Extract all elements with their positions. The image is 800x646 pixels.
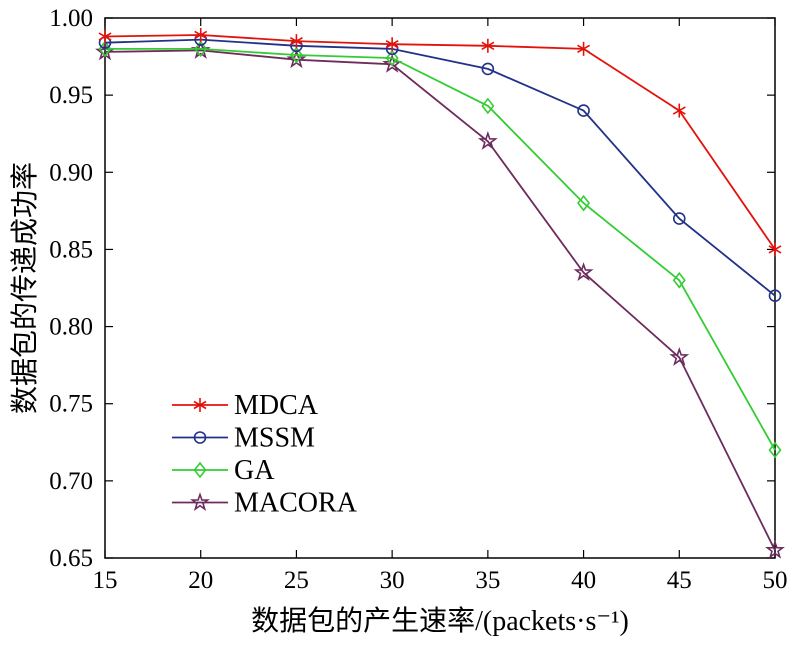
y-tick-label: 0.70 (49, 468, 93, 495)
y-tick-label: 0.85 (49, 236, 93, 263)
y-tick-label: 0.65 (49, 545, 93, 572)
legend-item-macora: MACORA (172, 488, 358, 519)
legend-item-mdca: MDCA (172, 390, 319, 421)
x-tick-label: 25 (284, 567, 309, 594)
axis-ticks (104, 17, 776, 559)
x-tick-label: 20 (188, 567, 213, 594)
y-axis-label: 数据包的传递成功率 (9, 162, 41, 414)
y-tick-label: 0.95 (49, 82, 93, 109)
x-tick-label: 30 (380, 567, 405, 594)
legend-item-mssm: MSSM (172, 423, 315, 454)
x-tick-label: 15 (93, 567, 118, 594)
series-macora (95, 39, 785, 559)
plot-frame (104, 17, 776, 559)
y-tick-label: 0.80 (49, 314, 93, 341)
x-tick-label: 40 (571, 567, 596, 594)
series-mdca (98, 27, 782, 257)
series-line-macora (104, 49, 776, 551)
x-tick-label: 35 (475, 567, 500, 594)
series-line-mdca (104, 34, 776, 250)
series-line-mssm (104, 38, 776, 297)
series-mssm (98, 33, 782, 303)
x-tick-label: 45 (667, 567, 692, 594)
x-tick-label: 50 (763, 567, 788, 594)
series-group (95, 27, 785, 559)
tick-labels: 15 20 25 30 35 40 45 50 0.65 0.70 0.75 0.80 0.85 0.90… (49, 5, 787, 594)
legend-label-macora: MACORA (234, 488, 358, 519)
legend-label-mdca: MDCA (234, 390, 319, 421)
series-line-ga (105, 48, 776, 451)
y-tick-label: 0.75 (49, 391, 93, 418)
series-ga (98, 40, 782, 459)
legend-label-mssm: MSSM (234, 423, 315, 454)
legend-item-ga: GA (172, 455, 275, 486)
y-tick-label: 0.90 (49, 159, 93, 186)
y-tick-label: 1.00 (49, 5, 93, 32)
x-axis-label: 数据包的产生速率/(packets·s⁻¹) (251, 605, 629, 637)
legend-label-ga: GA (234, 455, 275, 486)
